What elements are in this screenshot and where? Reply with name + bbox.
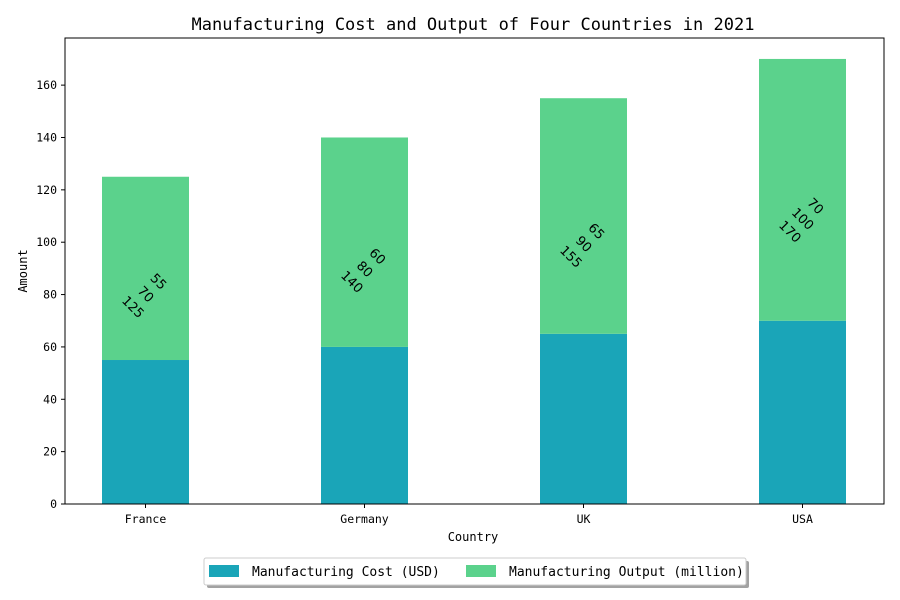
- bar-france-series-0: [102, 360, 189, 504]
- x-tick-label-germany: Germany: [340, 512, 389, 526]
- bar-usa-series-0: [759, 320, 846, 504]
- bar-france-series-1: [102, 176, 189, 361]
- plot-frame: [64, 37, 885, 505]
- y-tick-label: 80: [43, 288, 57, 302]
- legend: Manufacturing Cost (USD) Manufacturing Ou…: [203, 557, 749, 588]
- bar-uk-series-1: [540, 98, 627, 334]
- y-tick-label: 20: [43, 445, 57, 459]
- legend-label-series-0: Manufacturing Cost (USD): [252, 565, 440, 580]
- y-tick-label: 60: [43, 340, 57, 354]
- x-tick-label-usa: USA: [792, 512, 813, 526]
- chart-title: Manufacturing Cost and Output of Four Co…: [192, 15, 755, 35]
- y-tick-label: 100: [36, 235, 57, 249]
- legend-swatch-series-1: [466, 565, 496, 577]
- legend-label-series-1: Manufacturing Output (million): [509, 565, 744, 580]
- y-tick-label: 160: [36, 78, 57, 92]
- x-axis-label: Country: [448, 530, 499, 544]
- bar-germany-series-1: [321, 137, 408, 347]
- y-tick-label: 120: [36, 183, 57, 197]
- bar-germany-series-0: [321, 346, 408, 504]
- x-tick-label-france: France: [125, 512, 167, 526]
- y-tick-label: 0: [50, 497, 57, 511]
- bar-usa-series-1: [759, 58, 846, 321]
- bar-uk-series-0: [540, 333, 627, 504]
- y-axis-label: Amount: [16, 249, 30, 292]
- x-tick-label-uk: UK: [577, 512, 591, 526]
- y-tick-label: 140: [36, 130, 57, 144]
- legend-swatch-series-0: [209, 565, 239, 577]
- y-tick-label: 40: [43, 392, 57, 406]
